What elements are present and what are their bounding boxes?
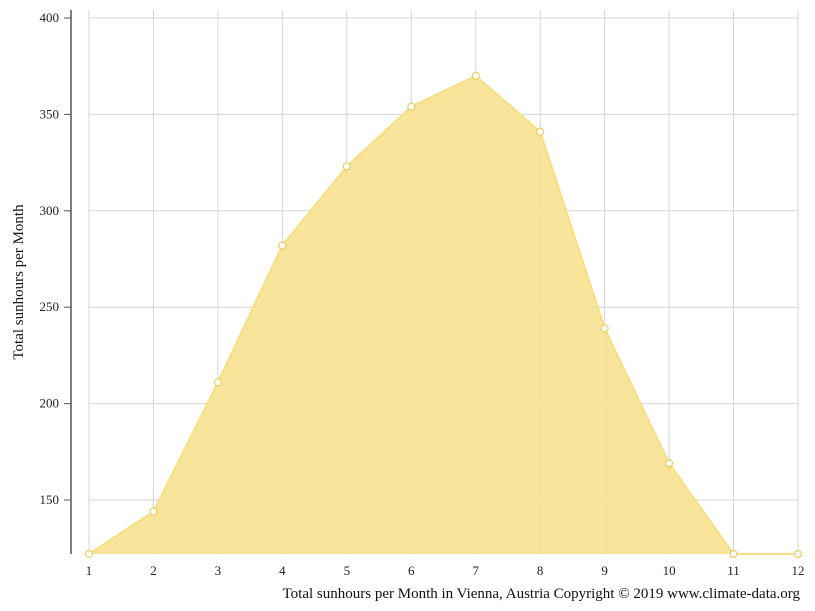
data-markers [84, 71, 803, 559]
area-fill [89, 75, 798, 554]
x-tick-label-2: 2 [150, 563, 157, 578]
y-axis-title: Total sunhours per Month [11, 204, 27, 360]
chart-area-layer [88, 74, 798, 555]
y-tick-label-350: 350 [40, 106, 60, 121]
data-point-4 [278, 241, 287, 250]
x-tick-labels: 1 2 3 4 5 6 7 8 9 10 11 12 [86, 563, 805, 578]
y-tick-label-300: 300 [40, 203, 60, 218]
x-tick-label-4: 4 [279, 563, 286, 578]
x-tick-label-9: 9 [601, 563, 608, 578]
x-tick-label-3: 3 [215, 563, 222, 578]
x-tick-label-1: 1 [86, 563, 93, 578]
x-tick-label-5: 5 [344, 563, 351, 578]
y-tick-label-150: 150 [40, 492, 60, 507]
data-point-7 [471, 71, 480, 80]
data-point-1 [84, 549, 94, 559]
x-tick-label-8: 8 [537, 563, 544, 578]
x-tick-label-12: 12 [792, 563, 805, 578]
y-tick-label-250: 250 [40, 299, 60, 314]
x-tick-label-7: 7 [472, 563, 479, 578]
x-tick-label-6: 6 [408, 563, 415, 578]
data-point-8 [536, 127, 545, 136]
x-tick-label-11: 11 [727, 563, 740, 578]
data-point-9 [600, 324, 609, 333]
data-point-12 [793, 549, 803, 559]
chart-caption: Total sunhours per Month in Vienna, Aust… [283, 586, 801, 602]
data-point-11 [729, 549, 738, 559]
data-point-2 [149, 507, 158, 516]
chart-axes [64, 10, 72, 554]
data-point-10 [664, 459, 674, 468]
area-line [88, 74, 798, 555]
y-tick-label-200: 200 [40, 396, 60, 411]
data-point-6 [407, 102, 416, 111]
y-tick-label-400: 400 [40, 10, 60, 25]
y-tick-labels: 150 200 250 300 350 400 [40, 10, 60, 507]
x-tick-label-10: 10 [663, 563, 676, 578]
data-point-3 [213, 378, 223, 387]
data-point-5 [342, 162, 351, 171]
